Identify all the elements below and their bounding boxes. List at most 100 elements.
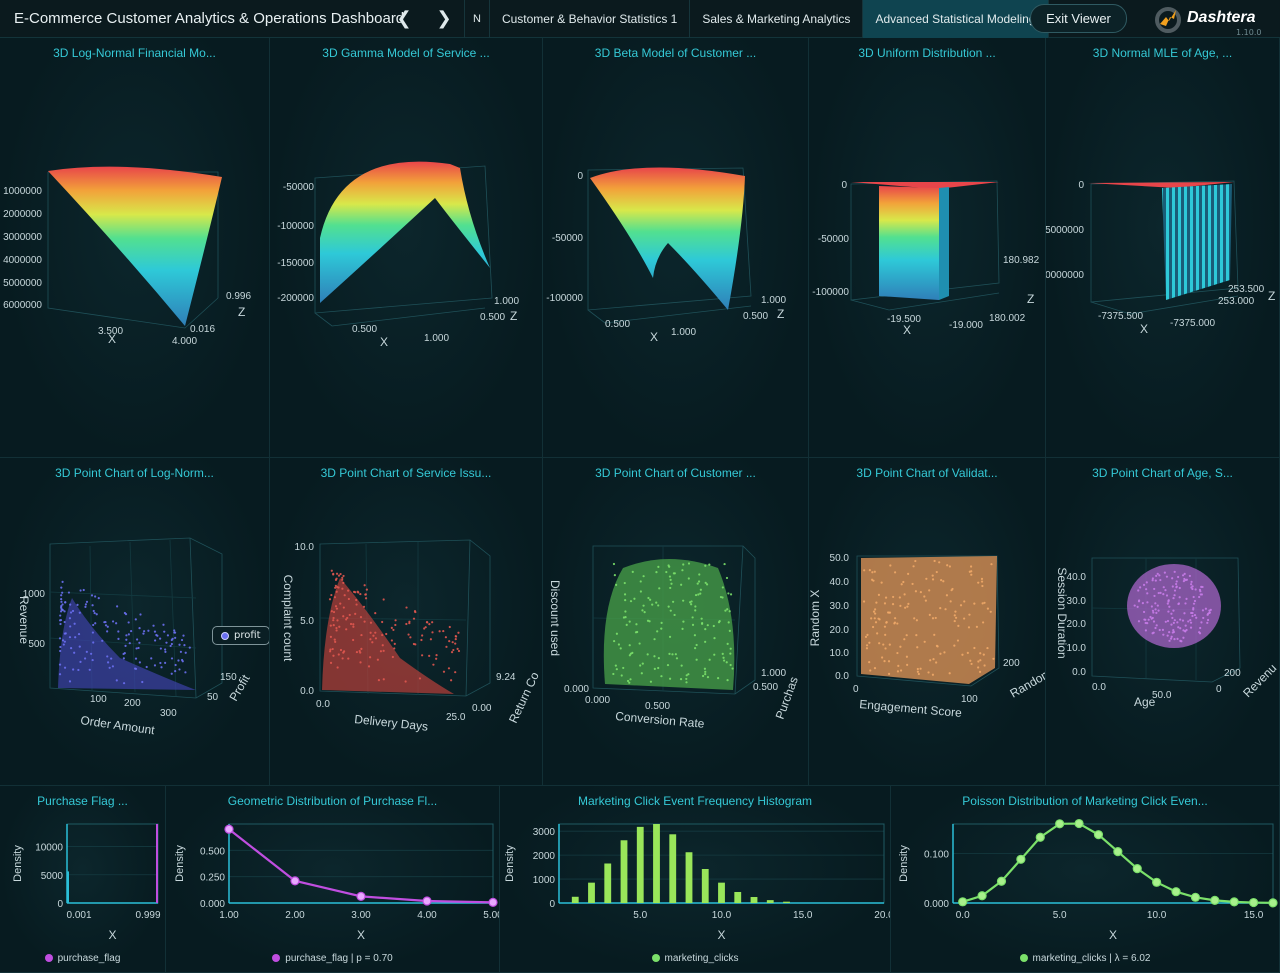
data-point[interactable] — [996, 876, 1007, 886]
data-point[interactable] — [1113, 847, 1123, 857]
surface-panel-uniform[interactable]: 3D Uniform Distribution ... 0 -50000 -10… — [809, 38, 1046, 458]
data-point[interactable] — [1229, 897, 1239, 907]
surface-panel-beta[interactable]: 3D Beta Model of Customer ... 0 -50000 -… — [543, 38, 809, 458]
scatter-point — [631, 651, 634, 654]
chart-panel-histogram[interactable]: Marketing Click Event Frequency Histogra… — [500, 786, 891, 973]
y-axis-title: Density — [504, 845, 516, 882]
data-point[interactable] — [1074, 818, 1084, 829]
x-tick: 50.0 — [1152, 690, 1172, 701]
scatter-point — [679, 678, 683, 681]
tab-truncated[interactable]: N — [464, 0, 489, 38]
scatter-point — [874, 612, 877, 615]
scatter-point — [657, 565, 660, 568]
tab-sales-marketing[interactable]: Sales & Marketing Analytics — [689, 0, 862, 38]
surface-panel-gamma[interactable]: 3D Gamma Model of Service ... -50000 -10… — [270, 38, 543, 458]
chevron-left-icon[interactable]: ❮ — [396, 8, 412, 29]
scatter-point — [1191, 611, 1194, 615]
data-point[interactable] — [224, 824, 234, 834]
scatter-point — [61, 609, 64, 612]
scatter-point — [1183, 612, 1186, 615]
data-point[interactable] — [1152, 877, 1162, 887]
chart-panel-geometric[interactable]: Geometric Distribution of Purchase Fl...… — [166, 786, 500, 973]
surface-mesh — [879, 186, 939, 300]
chart-panel-poisson[interactable]: Poisson Distribution of Marketing Click … — [891, 786, 1280, 973]
scatter-point — [712, 624, 715, 628]
scatter-point — [969, 659, 972, 662]
scatter-point — [1183, 572, 1186, 575]
legend-dot-icon — [221, 631, 229, 640]
y-tick: 20.0 — [830, 625, 850, 636]
data-point[interactable] — [1268, 898, 1278, 908]
data-point[interactable] — [356, 891, 366, 901]
scatter-point — [628, 620, 631, 623]
point-panel-age[interactable]: 3D Point Chart of Age, S... 40.0 30.0 20… — [1046, 458, 1280, 786]
data-point[interactable] — [488, 897, 498, 907]
scatter-point — [63, 666, 67, 669]
scatter-point — [935, 570, 938, 574]
chart-panel-purchase-flag[interactable]: Purchase Flag ... 0 5000 10000 Density X 0.00… — [0, 786, 166, 973]
scatter-point — [902, 580, 905, 584]
x-tick: 0.500 — [605, 319, 630, 330]
chevron-right-icon[interactable]: ❯ — [436, 8, 452, 29]
scatter-point — [1184, 624, 1187, 627]
y-tick: 5.0 — [300, 616, 314, 627]
tab-customer-behavior[interactable]: Customer & Behavior Statistics 1 — [488, 0, 689, 38]
data-point[interactable] — [1016, 854, 1026, 864]
z-tick: 1.000 — [494, 296, 519, 307]
data-point[interactable] — [1249, 897, 1259, 908]
scatter-point — [447, 667, 451, 670]
chart-legend[interactable]: marketing_clicks | λ = 6.02 — [891, 953, 1279, 964]
scatter-point — [335, 590, 338, 593]
data-point[interactable] — [1210, 895, 1220, 905]
scatter-point — [691, 616, 694, 619]
data-point[interactable] — [1132, 864, 1142, 874]
point-panel-lognormal[interactable]: 3D Point Chart of Log-Norm... 500 1000 1… — [0, 458, 270, 786]
x-tick: 100 — [90, 694, 107, 705]
chart-legend[interactable]: purchase_flag — [0, 953, 165, 964]
data-point[interactable] — [290, 876, 300, 886]
scatter-point — [179, 650, 182, 653]
series-legend[interactable]: profit — [212, 626, 269, 645]
scatter-point — [876, 632, 879, 635]
data-point[interactable] — [422, 896, 432, 906]
point-panel-customer[interactable]: 3D Point Chart of Customer ... 0.000 0.0… — [543, 458, 809, 786]
histogram-bar — [604, 863, 612, 903]
point-panel-validation[interactable]: 3D Point Chart of Validat... 50.0 40.0 3… — [809, 458, 1046, 786]
scatter-point — [1162, 593, 1165, 596]
scatter-point — [1167, 610, 1170, 613]
point-panel-service[interactable]: 3D Point Chart of Service Issu... 10.0 5… — [270, 458, 543, 786]
data-point[interactable] — [958, 897, 968, 907]
y-tick-label: 0.100 — [924, 850, 949, 861]
scatter-point — [137, 646, 140, 650]
surface-panel-normal-mle[interactable]: 3D Normal MLE of Age, ... 0 5000000 0000… — [1046, 38, 1280, 458]
exit-viewer-button[interactable]: Exit Viewer — [1030, 4, 1127, 33]
scatter-point — [1173, 619, 1176, 622]
scatter-point — [874, 621, 878, 624]
scatter-point — [1144, 629, 1147, 632]
scatter-point — [899, 604, 902, 607]
scatter-point — [887, 660, 891, 663]
data-point[interactable] — [1055, 819, 1065, 829]
chart-legend[interactable]: purchase_flag | p = 0.70 — [166, 953, 499, 964]
scatter-point — [925, 577, 928, 580]
surface-panel-lognormal[interactable]: 3D Log-Normal Financial Mo... 1000000 20… — [0, 38, 270, 458]
scatter-point — [907, 602, 910, 605]
data-point[interactable] — [1190, 892, 1201, 902]
scatter-point — [1182, 629, 1185, 632]
x-tick: 25.0 — [446, 712, 466, 723]
scatter-point — [1162, 633, 1165, 636]
scatter-point — [135, 647, 138, 650]
scatter-point — [1193, 599, 1197, 603]
data-point[interactable] — [1035, 832, 1045, 842]
x-tick: 0.000 — [585, 695, 610, 706]
chart-legend[interactable]: marketing_clicks — [500, 953, 890, 964]
data-point[interactable] — [977, 891, 987, 901]
scatter-point — [893, 571, 897, 574]
tab-advanced-modeling[interactable]: Advanced Statistical Modeling — [862, 0, 1048, 38]
scatter-point — [170, 642, 173, 646]
data-point[interactable] — [1093, 830, 1104, 840]
data-point[interactable] — [1171, 887, 1181, 897]
scatter-point — [615, 583, 618, 586]
scatter-point — [1192, 602, 1196, 605]
scatter-point — [919, 591, 922, 594]
